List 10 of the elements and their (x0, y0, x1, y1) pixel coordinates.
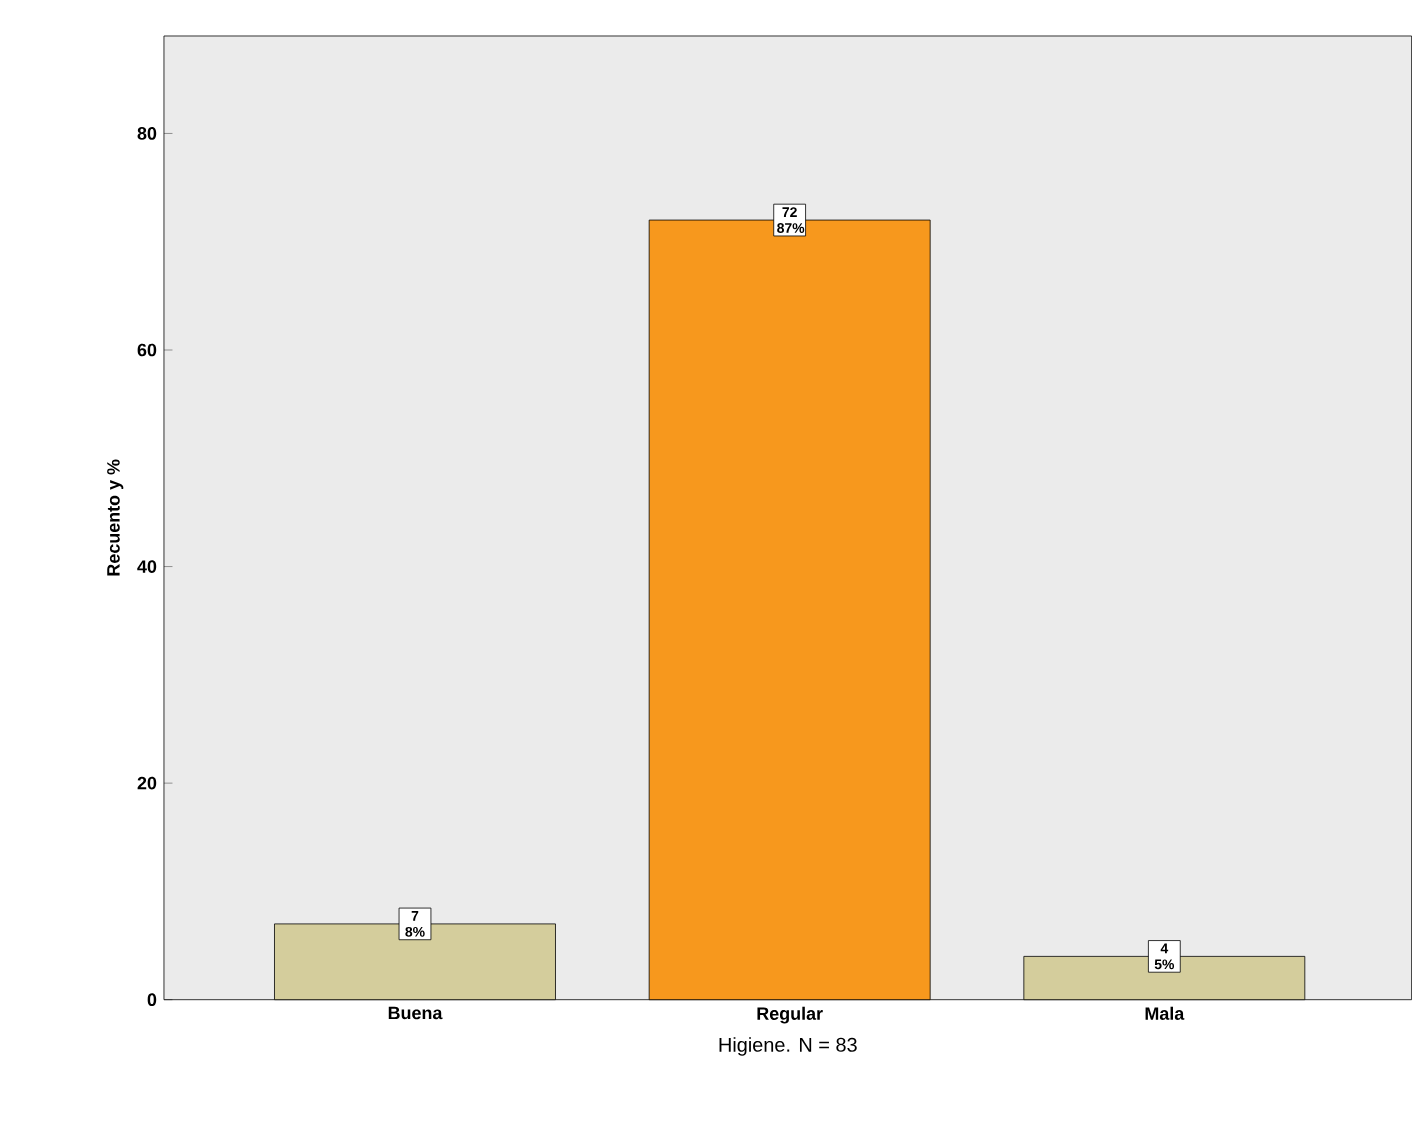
y-tick-label: 0 (147, 993, 157, 1007)
y-tick-label: 40 (137, 560, 157, 574)
y-tick-label: 80 (137, 127, 157, 140)
x-tick-label: Buena (388, 1006, 443, 1020)
y-tick-label: 20 (137, 776, 157, 790)
x-axis-title: Higiene. N = 83 (719, 1037, 857, 1056)
x-tick-label: Regular (757, 1006, 823, 1024)
x-tick-label: Mala (1145, 1006, 1185, 1021)
y-tick-label: 60 (137, 343, 157, 357)
y-axis-title: Recuento y % (107, 459, 124, 576)
